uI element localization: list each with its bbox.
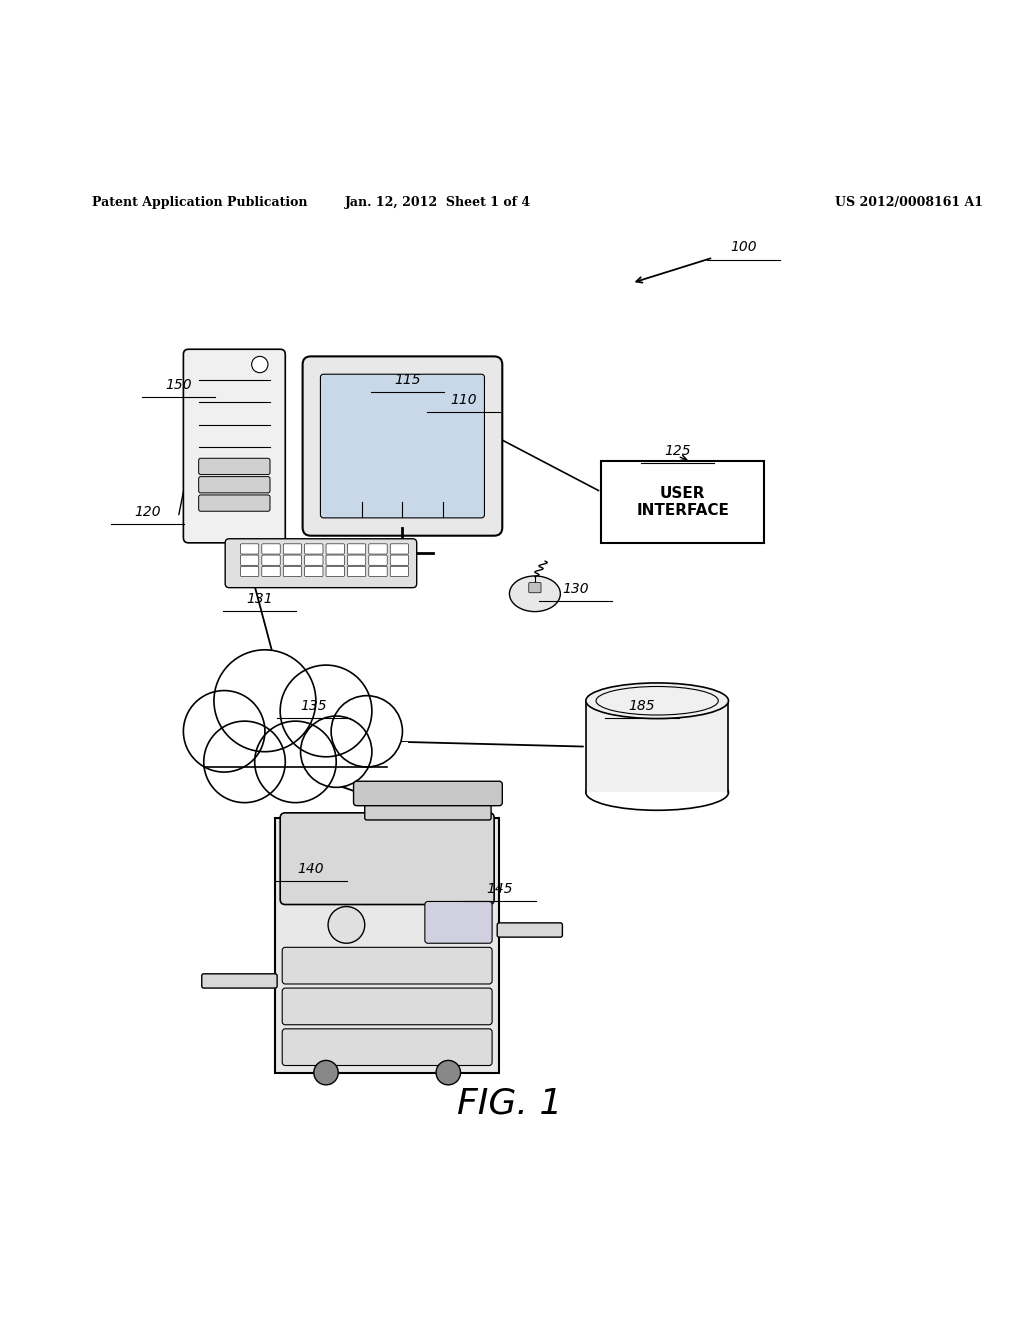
Circle shape xyxy=(436,1060,461,1085)
FancyBboxPatch shape xyxy=(303,356,503,536)
FancyBboxPatch shape xyxy=(369,554,387,565)
FancyBboxPatch shape xyxy=(369,566,387,577)
FancyBboxPatch shape xyxy=(347,554,366,565)
FancyBboxPatch shape xyxy=(390,554,409,565)
Text: 120: 120 xyxy=(134,506,161,519)
FancyBboxPatch shape xyxy=(498,923,562,937)
Circle shape xyxy=(214,649,315,751)
Circle shape xyxy=(255,721,336,803)
Circle shape xyxy=(301,715,372,787)
FancyBboxPatch shape xyxy=(284,566,302,577)
FancyBboxPatch shape xyxy=(353,781,503,805)
Ellipse shape xyxy=(509,576,560,611)
FancyBboxPatch shape xyxy=(365,801,492,820)
FancyBboxPatch shape xyxy=(241,544,259,554)
Circle shape xyxy=(328,907,365,944)
Polygon shape xyxy=(183,742,408,783)
Circle shape xyxy=(252,356,268,372)
Text: US 2012/0008161 A1: US 2012/0008161 A1 xyxy=(836,197,983,210)
Text: 100: 100 xyxy=(730,240,757,255)
Text: FIG. 1: FIG. 1 xyxy=(457,1086,562,1121)
FancyBboxPatch shape xyxy=(262,554,281,565)
FancyBboxPatch shape xyxy=(199,458,270,475)
FancyBboxPatch shape xyxy=(326,554,344,565)
Text: USER
INTERFACE: USER INTERFACE xyxy=(636,486,729,519)
FancyBboxPatch shape xyxy=(199,477,270,492)
FancyBboxPatch shape xyxy=(390,566,409,577)
Text: Jan. 12, 2012  Sheet 1 of 4: Jan. 12, 2012 Sheet 1 of 4 xyxy=(345,197,531,210)
Circle shape xyxy=(204,721,286,803)
FancyBboxPatch shape xyxy=(390,544,409,554)
Text: 135: 135 xyxy=(300,698,327,713)
FancyBboxPatch shape xyxy=(262,566,281,577)
FancyBboxPatch shape xyxy=(528,582,541,593)
FancyBboxPatch shape xyxy=(241,566,259,577)
FancyBboxPatch shape xyxy=(283,989,493,1024)
Text: Patent Application Publication: Patent Application Publication xyxy=(92,197,307,210)
FancyBboxPatch shape xyxy=(225,539,417,587)
Polygon shape xyxy=(586,701,728,792)
FancyBboxPatch shape xyxy=(304,554,323,565)
FancyBboxPatch shape xyxy=(321,374,484,517)
Text: 110: 110 xyxy=(451,393,477,407)
FancyBboxPatch shape xyxy=(199,495,270,511)
Ellipse shape xyxy=(586,775,728,810)
Ellipse shape xyxy=(586,682,728,718)
Text: 125: 125 xyxy=(665,444,691,458)
FancyBboxPatch shape xyxy=(284,544,302,554)
FancyBboxPatch shape xyxy=(425,902,493,944)
FancyBboxPatch shape xyxy=(241,554,259,565)
FancyBboxPatch shape xyxy=(326,566,344,577)
FancyBboxPatch shape xyxy=(601,461,764,543)
Text: 131: 131 xyxy=(247,591,273,606)
Text: 115: 115 xyxy=(394,372,421,387)
FancyBboxPatch shape xyxy=(284,554,302,565)
FancyBboxPatch shape xyxy=(275,818,500,1073)
FancyBboxPatch shape xyxy=(304,544,323,554)
Text: 150: 150 xyxy=(165,378,191,392)
FancyBboxPatch shape xyxy=(304,566,323,577)
FancyBboxPatch shape xyxy=(326,544,344,554)
Text: 130: 130 xyxy=(562,582,589,595)
Text: 185: 185 xyxy=(629,698,655,713)
FancyBboxPatch shape xyxy=(347,544,366,554)
Circle shape xyxy=(331,696,402,767)
FancyBboxPatch shape xyxy=(202,974,278,989)
Circle shape xyxy=(281,665,372,756)
FancyBboxPatch shape xyxy=(283,1028,493,1065)
Circle shape xyxy=(313,1060,338,1085)
Text: 140: 140 xyxy=(297,862,324,876)
FancyBboxPatch shape xyxy=(183,350,286,543)
FancyBboxPatch shape xyxy=(369,544,387,554)
FancyBboxPatch shape xyxy=(281,813,495,904)
Circle shape xyxy=(183,690,265,772)
FancyBboxPatch shape xyxy=(262,544,281,554)
FancyBboxPatch shape xyxy=(283,948,493,983)
Text: 145: 145 xyxy=(486,882,513,896)
FancyBboxPatch shape xyxy=(347,566,366,577)
